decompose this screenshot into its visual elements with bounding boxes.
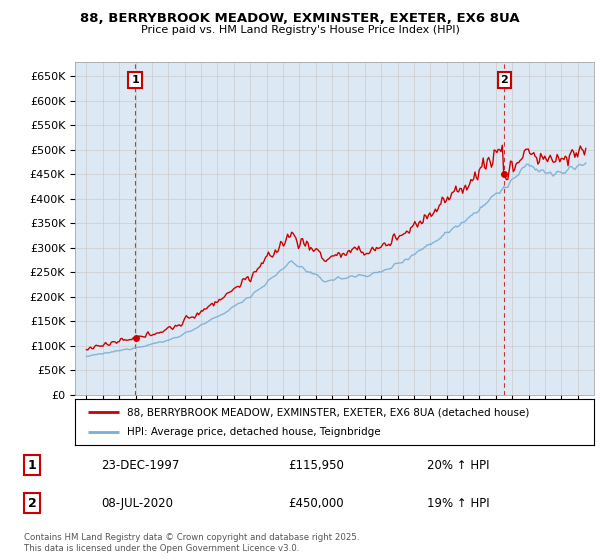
Text: 88, BERRYBROOK MEADOW, EXMINSTER, EXETER, EX6 8UA: 88, BERRYBROOK MEADOW, EXMINSTER, EXETER…: [80, 12, 520, 25]
Text: Price paid vs. HM Land Registry's House Price Index (HPI): Price paid vs. HM Land Registry's House …: [140, 25, 460, 35]
Text: 88, BERRYBROOK MEADOW, EXMINSTER, EXETER, EX6 8UA (detached house): 88, BERRYBROOK MEADOW, EXMINSTER, EXETER…: [127, 407, 529, 417]
Text: HPI: Average price, detached house, Teignbridge: HPI: Average price, detached house, Teig…: [127, 427, 380, 437]
Text: 1: 1: [28, 459, 37, 472]
Text: 08-JUL-2020: 08-JUL-2020: [101, 497, 173, 510]
Text: £115,950: £115,950: [289, 459, 344, 472]
Text: 23-DEC-1997: 23-DEC-1997: [101, 459, 179, 472]
Text: 2: 2: [500, 75, 508, 85]
Text: Contains HM Land Registry data © Crown copyright and database right 2025.
This d: Contains HM Land Registry data © Crown c…: [24, 533, 359, 553]
Text: £450,000: £450,000: [289, 497, 344, 510]
Text: 1: 1: [131, 75, 139, 85]
Text: 20% ↑ HPI: 20% ↑ HPI: [427, 459, 489, 472]
Text: 19% ↑ HPI: 19% ↑ HPI: [427, 497, 490, 510]
Text: 2: 2: [28, 497, 37, 510]
